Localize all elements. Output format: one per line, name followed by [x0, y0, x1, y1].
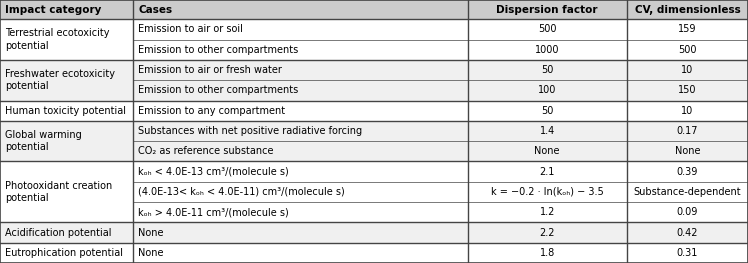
- Text: Global warming
potential: Global warming potential: [5, 130, 82, 152]
- Text: 100: 100: [538, 85, 557, 95]
- Text: 1.8: 1.8: [539, 248, 555, 258]
- Text: CV, dimensionless: CV, dimensionless: [634, 5, 741, 15]
- Bar: [468, 161, 627, 182]
- Bar: [627, 161, 748, 182]
- Bar: [468, 121, 627, 141]
- Bar: [133, 40, 468, 60]
- Text: Human toxicity potential: Human toxicity potential: [5, 106, 126, 116]
- Bar: [627, 141, 748, 161]
- Bar: [0, 222, 133, 243]
- Text: None: None: [534, 146, 560, 156]
- Text: Substance-dependent: Substance-dependent: [634, 187, 741, 197]
- Text: Photooxidant creation
potential: Photooxidant creation potential: [5, 181, 112, 203]
- Bar: [468, 0, 627, 19]
- Text: None: None: [138, 248, 164, 258]
- Bar: [133, 182, 468, 202]
- Bar: [468, 222, 627, 243]
- Bar: [627, 121, 748, 141]
- Text: Emission to air or fresh water: Emission to air or fresh water: [138, 65, 282, 75]
- Bar: [0, 19, 133, 60]
- Bar: [468, 182, 627, 202]
- Bar: [133, 202, 468, 222]
- Bar: [0, 243, 133, 263]
- Text: Terrestrial ecotoxicity
potential: Terrestrial ecotoxicity potential: [5, 28, 110, 51]
- Text: 10: 10: [681, 106, 693, 116]
- Text: 0.17: 0.17: [677, 126, 698, 136]
- Bar: [627, 0, 748, 19]
- Bar: [133, 80, 468, 100]
- Bar: [133, 60, 468, 80]
- Bar: [133, 100, 468, 121]
- Text: Emission to other compartments: Emission to other compartments: [138, 85, 298, 95]
- Bar: [627, 202, 748, 222]
- Text: Emission to any compartment: Emission to any compartment: [138, 106, 286, 116]
- Text: 2.2: 2.2: [539, 227, 555, 237]
- Bar: [468, 80, 627, 100]
- Bar: [468, 243, 627, 263]
- Text: 500: 500: [538, 24, 557, 34]
- Bar: [627, 182, 748, 202]
- Bar: [627, 243, 748, 263]
- Text: 500: 500: [678, 45, 696, 55]
- Bar: [0, 60, 133, 100]
- Bar: [133, 161, 468, 182]
- Bar: [133, 19, 468, 40]
- Bar: [468, 202, 627, 222]
- Text: Freshwater ecotoxicity
potential: Freshwater ecotoxicity potential: [5, 69, 115, 92]
- Text: 10: 10: [681, 65, 693, 75]
- Text: 150: 150: [678, 85, 696, 95]
- Bar: [133, 121, 468, 141]
- Bar: [468, 100, 627, 121]
- Text: 159: 159: [678, 24, 696, 34]
- Text: None: None: [675, 146, 700, 156]
- Bar: [627, 100, 748, 121]
- Text: 2.1: 2.1: [539, 167, 555, 177]
- Text: kₒₕ < 4.0E-13 cm³/(molecule s): kₒₕ < 4.0E-13 cm³/(molecule s): [138, 167, 289, 177]
- Text: 1.4: 1.4: [539, 126, 555, 136]
- Text: Eutrophication potential: Eutrophication potential: [5, 248, 123, 258]
- Text: Acidification potential: Acidification potential: [5, 227, 111, 237]
- Bar: [468, 19, 627, 40]
- Bar: [0, 161, 133, 222]
- Bar: [0, 100, 133, 121]
- Bar: [627, 222, 748, 243]
- Bar: [133, 141, 468, 161]
- Bar: [627, 60, 748, 80]
- Bar: [468, 40, 627, 60]
- Bar: [627, 80, 748, 100]
- Bar: [0, 121, 133, 161]
- Text: Substances with net positive radiative forcing: Substances with net positive radiative f…: [138, 126, 363, 136]
- Text: Emission to air or soil: Emission to air or soil: [138, 24, 243, 34]
- Text: k = −0.2 · ln(kₒₕ) − 3.5: k = −0.2 · ln(kₒₕ) − 3.5: [491, 187, 604, 197]
- Text: Dispersion factor: Dispersion factor: [497, 5, 598, 15]
- Bar: [468, 141, 627, 161]
- Bar: [133, 222, 468, 243]
- Text: 0.31: 0.31: [677, 248, 698, 258]
- Text: 50: 50: [541, 65, 554, 75]
- Text: 1.2: 1.2: [539, 207, 555, 217]
- Text: Cases: Cases: [138, 5, 173, 15]
- Text: None: None: [138, 227, 164, 237]
- Text: kₒₕ > 4.0E-11 cm³/(molecule s): kₒₕ > 4.0E-11 cm³/(molecule s): [138, 207, 289, 217]
- Text: 50: 50: [541, 106, 554, 116]
- Bar: [133, 0, 468, 19]
- Bar: [0, 0, 133, 19]
- Bar: [627, 40, 748, 60]
- Text: (4.0E-13< kₒₕ < 4.0E-11) cm³/(molecule s): (4.0E-13< kₒₕ < 4.0E-11) cm³/(molecule s…: [138, 187, 345, 197]
- Bar: [133, 243, 468, 263]
- Text: CO₂ as reference substance: CO₂ as reference substance: [138, 146, 274, 156]
- Text: 1000: 1000: [535, 45, 560, 55]
- Text: 0.09: 0.09: [677, 207, 698, 217]
- Bar: [468, 60, 627, 80]
- Text: 0.39: 0.39: [677, 167, 698, 177]
- Text: Impact category: Impact category: [5, 5, 102, 15]
- Bar: [627, 19, 748, 40]
- Text: 0.42: 0.42: [677, 227, 698, 237]
- Text: Emission to other compartments: Emission to other compartments: [138, 45, 298, 55]
